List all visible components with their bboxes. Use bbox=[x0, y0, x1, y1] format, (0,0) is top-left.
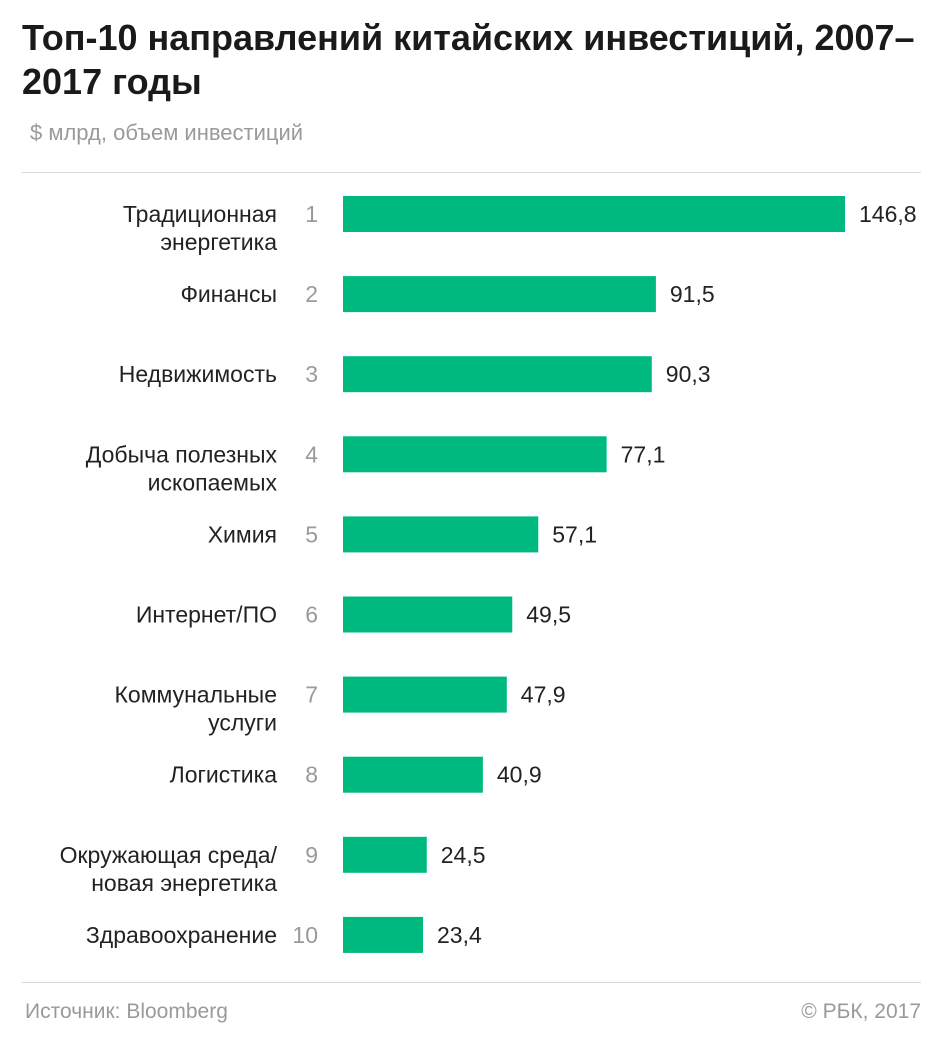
bar-9 bbox=[343, 836, 427, 873]
value-label-6: 49,5 bbox=[526, 602, 571, 628]
category-label-1-line-2: энергетика bbox=[160, 229, 277, 255]
category-label-3: Недвижимость bbox=[119, 361, 277, 387]
value-label-10: 23,4 bbox=[437, 922, 482, 948]
value-label-2: 91,5 bbox=[670, 281, 715, 307]
rank-label-1: 1 bbox=[305, 201, 318, 227]
value-label-3: 90,3 bbox=[666, 361, 711, 387]
value-label-4: 77,1 bbox=[621, 441, 666, 467]
category-label-6: Интернет/ПО bbox=[136, 602, 277, 628]
category-label-4-line-1: Добыча полезных bbox=[86, 441, 278, 467]
rank-label-8: 8 bbox=[305, 762, 318, 788]
category-label-4-line-2: ископаемых bbox=[148, 469, 278, 495]
bottom-divider bbox=[22, 982, 921, 983]
value-label-1: 146,8 bbox=[859, 201, 917, 227]
category-label-9-line-2: новая энергетика bbox=[91, 870, 277, 896]
rank-label-6: 6 bbox=[305, 602, 318, 628]
bar-5 bbox=[343, 516, 539, 553]
value-label-5: 57,1 bbox=[552, 521, 597, 547]
rank-label-3: 3 bbox=[305, 361, 318, 387]
bar-7 bbox=[343, 676, 507, 713]
value-label-8: 40,9 bbox=[497, 762, 542, 788]
category-label-8: Логистика bbox=[170, 762, 278, 788]
top-divider bbox=[22, 172, 921, 173]
bar-2 bbox=[343, 276, 656, 313]
bar-1 bbox=[343, 196, 845, 232]
chart-subtitle: $ млрд, объем инвестиций bbox=[30, 120, 304, 145]
value-label-9: 24,5 bbox=[441, 842, 486, 868]
category-label-2: Финансы bbox=[180, 281, 277, 307]
rank-label-5: 5 bbox=[305, 521, 318, 547]
category-label-7-line-2: услуги bbox=[208, 710, 277, 736]
rank-label-10: 10 bbox=[292, 922, 318, 948]
category-label-5: Химия bbox=[208, 521, 277, 547]
bar-6 bbox=[343, 596, 513, 633]
category-label-10: Здравоохранение bbox=[86, 922, 277, 948]
bar-8 bbox=[343, 756, 483, 793]
rank-label-4: 4 bbox=[305, 441, 318, 467]
source-note: Источник: Bloomberg bbox=[25, 1000, 228, 1023]
category-label-9-line-1: Окружающая среда/ bbox=[60, 842, 278, 868]
category-label-7-line-1: Коммунальные bbox=[115, 682, 278, 708]
rank-label-7: 7 bbox=[305, 682, 318, 708]
rank-label-2: 2 bbox=[305, 281, 318, 307]
chart-title: Топ-10 направлений китайских инвестиций,… bbox=[22, 17, 915, 102]
value-label-7: 47,9 bbox=[521, 682, 566, 708]
copyright-note: © РБК, 2017 bbox=[801, 1000, 921, 1023]
rank-label-9: 9 bbox=[305, 842, 318, 868]
bar-3 bbox=[343, 356, 652, 393]
bar-10 bbox=[343, 916, 424, 953]
category-label-1-line-1: Традиционная bbox=[123, 201, 277, 227]
bar-4 bbox=[343, 436, 607, 473]
